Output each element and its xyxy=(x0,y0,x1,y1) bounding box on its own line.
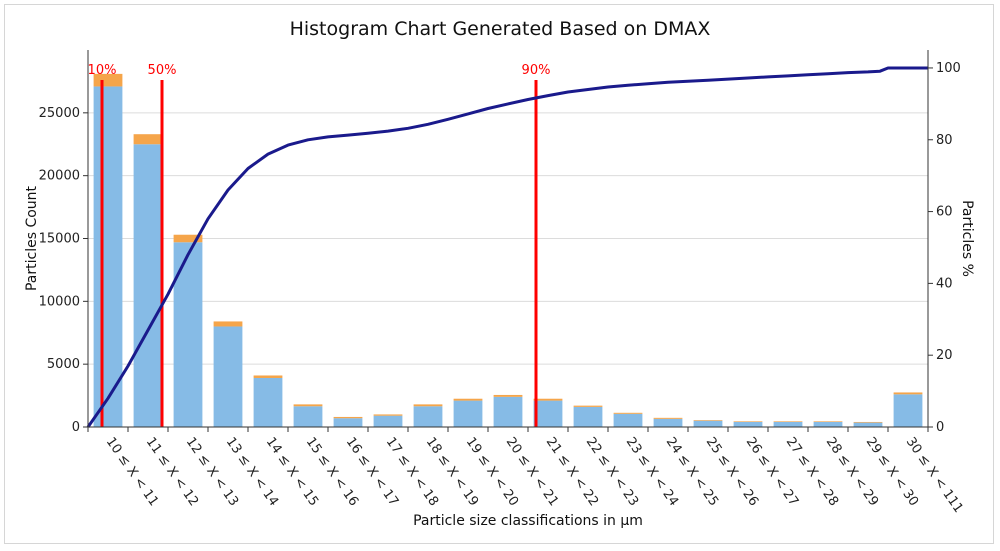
bar-top xyxy=(533,398,563,401)
bar-top xyxy=(453,398,483,401)
bar-main xyxy=(413,406,443,427)
y2-tick-label: 20 xyxy=(936,348,953,363)
bar-top xyxy=(293,404,323,407)
bar-main xyxy=(293,406,323,427)
bar-top xyxy=(613,412,643,414)
y2-tick-label: 0 xyxy=(936,420,944,435)
bar-main xyxy=(173,242,203,427)
bar-top xyxy=(653,417,683,419)
percentile-marker-label: 90% xyxy=(522,63,551,78)
percentile-markers: 10% 50% 90% xyxy=(88,63,551,427)
y-tick-label: 0 xyxy=(72,420,80,435)
bar-main xyxy=(333,418,363,427)
chart-frame xyxy=(4,4,994,544)
bar-top xyxy=(133,134,163,145)
bar-main xyxy=(533,400,563,427)
y-tick-label: 15000 xyxy=(39,232,80,247)
cumulative-line xyxy=(86,66,928,428)
bar-main xyxy=(773,421,803,427)
y2-tick-label: 80 xyxy=(936,133,953,148)
y-tick-label: 25000 xyxy=(39,106,80,121)
cumulative-line-group xyxy=(86,66,928,428)
bar-main xyxy=(213,326,243,427)
bar-top xyxy=(573,405,603,407)
bar-top xyxy=(813,421,843,422)
bar-main xyxy=(613,413,643,427)
bar-top xyxy=(733,421,763,422)
bar-top xyxy=(333,416,363,419)
bar-main xyxy=(373,415,403,427)
bar-top xyxy=(893,392,923,395)
bar-top xyxy=(213,321,243,327)
bar-top xyxy=(853,421,883,423)
bar-main xyxy=(453,400,483,427)
chart-title: Histogram Chart Generated Based on DMAX xyxy=(289,18,711,40)
y-tick-label: 20000 xyxy=(39,169,80,184)
bar-top xyxy=(773,421,803,422)
bar-main xyxy=(573,406,603,427)
bar-main xyxy=(133,144,163,427)
bar-main xyxy=(653,418,683,427)
y2-tick-label: 40 xyxy=(936,276,953,291)
bar-main xyxy=(813,421,843,427)
bar-top xyxy=(253,375,283,378)
bar-top xyxy=(373,414,403,416)
bar-top xyxy=(493,394,523,397)
bar-top xyxy=(413,404,443,407)
y-tick-label: 5000 xyxy=(47,357,80,372)
bar-main xyxy=(693,420,723,427)
bar-top xyxy=(693,420,723,421)
bar-main xyxy=(853,422,883,427)
bar-main xyxy=(93,86,123,428)
bar-main xyxy=(733,421,763,427)
x-axis-title: Particle size classifications in µm xyxy=(413,513,643,529)
axes xyxy=(83,50,933,432)
y2-tick-label: 60 xyxy=(936,205,953,220)
bar-main xyxy=(493,396,523,427)
bar-main xyxy=(893,394,923,427)
y-axis-title: Particles Count xyxy=(24,185,40,291)
percentile-marker-label: 50% xyxy=(148,63,177,78)
bars xyxy=(93,73,923,428)
percentile-marker-label: 10% xyxy=(88,63,117,78)
y2-tick-label: 100 xyxy=(936,61,961,76)
bar-top xyxy=(173,234,203,243)
y2-axis-title: Particles % xyxy=(959,200,975,277)
y-tick-label: 10000 xyxy=(39,294,80,309)
bar-main xyxy=(253,377,283,427)
